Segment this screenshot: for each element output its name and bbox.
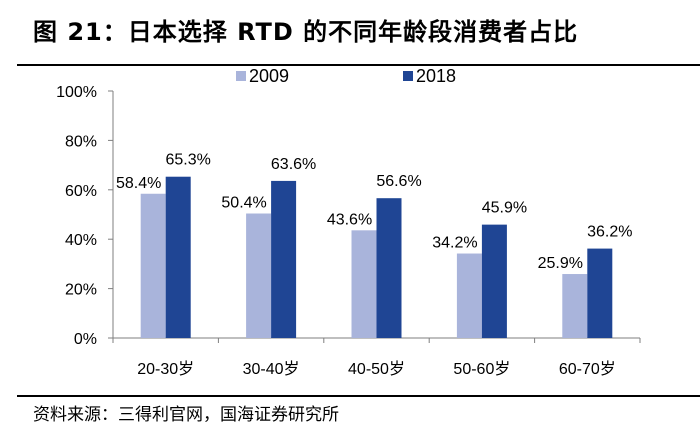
bar-2009 <box>140 193 166 338</box>
bar-2018 <box>271 180 297 338</box>
y-tick-label: 80% <box>65 133 97 150</box>
legend-swatch-2018 <box>403 71 413 81</box>
data-label-2009: 43.6% <box>327 211 372 228</box>
legend-swatch-2009 <box>236 71 246 81</box>
y-tick-label: 0% <box>74 331 97 348</box>
source-note: 资料来源：三得利官网，国海证券研究所 <box>33 405 339 425</box>
legend-label-2018: 2018 <box>416 66 456 86</box>
top-rule <box>17 64 700 66</box>
x-tick-label: 60-70岁 <box>559 360 616 378</box>
data-label-2018: 56.6% <box>376 173 421 190</box>
x-tick-label: 40-50岁 <box>348 360 405 378</box>
data-label-2009: 50.4% <box>221 195 266 212</box>
bar-2009 <box>456 253 482 338</box>
bar-2009 <box>246 213 272 338</box>
figure-title: 图 21：日本选择 RTD 的不同年龄段消费者占比 <box>33 18 579 46</box>
bar-2018 <box>481 224 507 338</box>
bar-2018 <box>376 198 402 338</box>
y-tick-label: 60% <box>65 183 97 200</box>
data-label-2018: 65.3% <box>166 152 211 169</box>
data-label-2018: 63.6% <box>271 156 316 173</box>
bar-2018 <box>587 248 613 338</box>
data-label-2018: 36.2% <box>587 224 632 241</box>
y-tick-label: 20% <box>65 282 97 299</box>
bar-2018 <box>165 176 191 338</box>
data-label-2009: 34.2% <box>432 235 477 252</box>
data-label-2009: 25.9% <box>538 255 583 272</box>
x-tick-label: 30-40岁 <box>243 360 300 378</box>
data-label-2009: 58.4% <box>116 175 161 192</box>
x-tick-label: 20-30岁 <box>137 360 194 378</box>
bar-2009 <box>351 230 377 338</box>
legend-label-2009: 2009 <box>249 66 289 86</box>
y-tick-label: 40% <box>65 232 97 249</box>
data-label-2018: 45.9% <box>482 200 527 217</box>
x-tick-label: 50-60岁 <box>453 360 510 378</box>
bar-2009 <box>562 274 588 338</box>
bottom-rule <box>17 395 700 397</box>
y-tick-label: 100% <box>56 84 97 101</box>
